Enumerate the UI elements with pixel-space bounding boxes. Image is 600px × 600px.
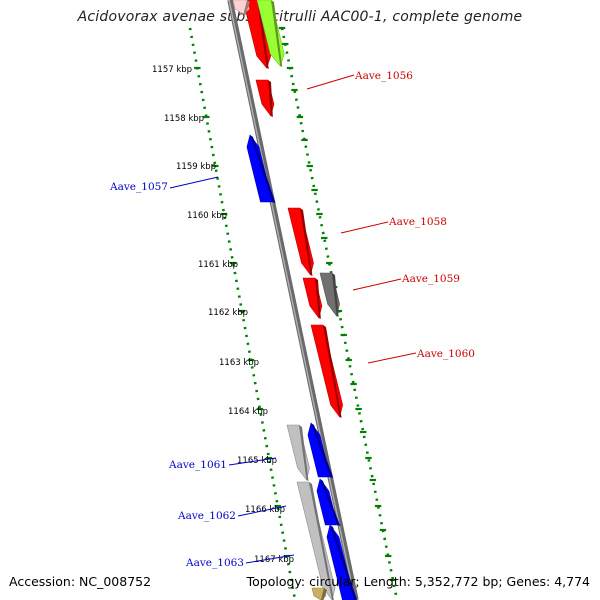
gene-arrow-lightgray-2 xyxy=(296,481,336,600)
gene-arrow-lightgray-1-shade xyxy=(299,425,309,481)
gene-label-aave-1059: Aave_1059 xyxy=(401,273,460,285)
gene-arrow-aave-1059a-shade xyxy=(315,278,321,319)
gene-arrow-aave-1057-shade xyxy=(250,135,276,203)
gene-arrow-lightgray-2-body xyxy=(296,481,336,600)
accession-text: Accession: NC_008752 xyxy=(9,574,152,589)
gene-arrow-aave-1058 xyxy=(287,207,314,276)
gene-arrow-lightgray-1-body xyxy=(286,424,310,481)
gene-arrow-top-lime-body xyxy=(256,0,285,67)
scale-tick-label: 1158 kbp xyxy=(164,114,204,124)
gene-arrow-aave-1059a xyxy=(302,277,323,319)
scale-tick-label: 1167 kbp xyxy=(254,555,294,565)
gene-arrow-aave-1056-shade xyxy=(268,80,273,117)
gene-arrow-top-left xyxy=(242,0,272,69)
gene-arrow-aave-1057-body xyxy=(246,134,273,203)
gene-label-aave-1062: Aave_1062 xyxy=(177,510,236,522)
gene-arrow-aave-1062-shade xyxy=(320,479,341,526)
scale-tick-label: 1163 kbp xyxy=(219,358,259,368)
map-title: Acidovorax avenae subsp. citrulli AAC00-… xyxy=(77,9,523,25)
gene-arrow-aave-1063 xyxy=(326,524,358,600)
gene-arrow-top-left-shade xyxy=(257,0,269,69)
gene-arrow-top-faint-shade xyxy=(243,0,250,15)
gene-arrow-aave-1059b-shade xyxy=(332,273,339,317)
gene-arrow-top-lime xyxy=(256,0,285,67)
gene-arrow-aave-1062 xyxy=(316,478,341,526)
gene-arrow-top-faint xyxy=(232,0,250,15)
gene-arrow-aave-1056 xyxy=(255,79,275,117)
gene-label-aave-1056: Aave_1056 xyxy=(354,70,413,82)
gene-leader-line xyxy=(306,74,355,90)
gene-arrow-aave-1058-body xyxy=(287,207,314,276)
gene-arrow-aave-1062-body xyxy=(316,478,338,526)
gene-arrow-lightgray-2-shade xyxy=(309,482,334,600)
gene-arrow-aave-1060-body xyxy=(310,324,343,418)
gene-label-aave-1060: Aave_1060 xyxy=(416,348,475,360)
gene-arrow-aave-1059b xyxy=(319,272,340,317)
scale-tick-label: 1161 kbp xyxy=(198,260,238,270)
inner-scale-line xyxy=(188,27,297,600)
gene-arrow-aave-1057 xyxy=(246,134,276,203)
gene-arrow-lightgray-1 xyxy=(286,424,310,481)
scale-tick-label: 1157 kbp xyxy=(152,65,192,75)
gene-label-aave-1058: Aave_1058 xyxy=(388,216,447,228)
gene-leader-line xyxy=(367,352,417,364)
gene-label-aave-1061: Aave_1061 xyxy=(168,459,227,471)
genome-stats-text: Topology: circular; Length: 5,352,772 bp… xyxy=(246,574,590,589)
gene-arrow-aave-1058-shade xyxy=(300,208,313,276)
gene-arrow-top-lime-shade xyxy=(271,0,283,67)
gene-arrow-aave-1059b-body xyxy=(319,272,340,317)
gene-leader-line xyxy=(169,176,219,189)
gene-arrow-aave-1061-body xyxy=(307,422,331,478)
gene-arrow-aave-1060-shade xyxy=(323,325,342,418)
gene-arrow-aave-1063-shade xyxy=(330,525,358,600)
gene-leader-line xyxy=(352,278,402,291)
gene-arrow-aave-1061-shade xyxy=(311,423,334,478)
gene-arrow-bottom-olive-shade xyxy=(320,588,327,600)
gene-label-aave-1057: Aave_1057 xyxy=(109,181,168,193)
gene-arrow-aave-1060 xyxy=(310,324,343,418)
gene-arrow-aave-1061 xyxy=(307,422,334,478)
gene-leader-line xyxy=(228,457,277,466)
scale-tick-label: 1159 kbp xyxy=(176,162,216,172)
gene-arrow-bottom-olive xyxy=(311,587,327,600)
gene-leader-line xyxy=(340,221,389,234)
gene-label-aave-1063: Aave_1063 xyxy=(185,557,244,569)
gene-leader-line xyxy=(237,505,287,517)
backbone-line xyxy=(227,0,359,600)
gene-leader-line xyxy=(245,554,295,564)
scale-tick-label: 1160 kbp xyxy=(187,211,227,221)
gene-arrow-top-left-body xyxy=(242,0,272,69)
outer-scale-line xyxy=(280,27,399,600)
scale-tick-label: 1164 kbp xyxy=(228,407,268,417)
backbone-highlight xyxy=(228,0,356,600)
scale-tick-label: 1162 kbp xyxy=(208,308,248,318)
gene-arrow-aave-1063-body xyxy=(326,524,355,600)
